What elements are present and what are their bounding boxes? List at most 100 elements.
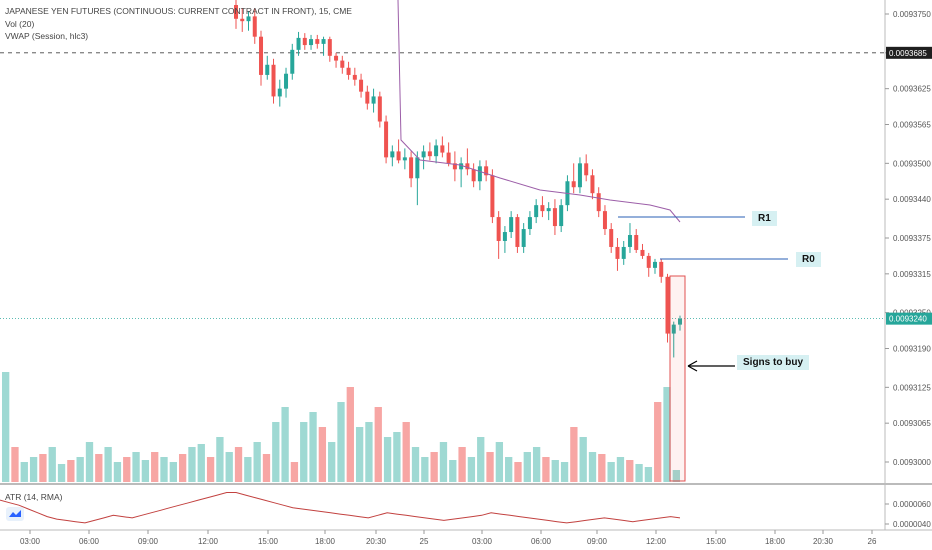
- candle-body: [459, 163, 464, 170]
- volume-bar: [579, 437, 587, 482]
- candle-body: [302, 37, 307, 46]
- candle-body: [502, 232, 507, 241]
- candle-body: [384, 121, 389, 158]
- volume-bar: [439, 442, 448, 482]
- price-tick-label: 0.0093190: [893, 345, 931, 354]
- r0-label[interactable]: R0: [796, 252, 821, 267]
- candle-body: [334, 55, 339, 61]
- price-tick-label: 0.0093750: [893, 10, 931, 19]
- volume-bar: [346, 387, 354, 482]
- volume-bar: [560, 462, 569, 482]
- candle-body: [446, 152, 451, 164]
- volume-bar: [383, 437, 392, 482]
- volume-bar: [514, 462, 522, 482]
- volume-bar: [532, 447, 541, 482]
- volume-bar: [626, 460, 634, 482]
- candle-body: [652, 261, 657, 268]
- candle-body: [590, 175, 595, 194]
- atr-legend[interactable]: ATR (14, RMA): [5, 492, 63, 502]
- candle-body: [277, 88, 282, 97]
- volume-bar: [57, 464, 66, 482]
- atr-tick-label: 0.0000060: [893, 500, 931, 509]
- candle-body: [477, 166, 482, 182]
- candle-body: [496, 217, 501, 241]
- tradingview-logo-icon[interactable]: [6, 507, 24, 521]
- candle-body: [421, 151, 426, 158]
- volume-bar: [113, 462, 122, 482]
- price-tick-label: 0.0093565: [893, 121, 931, 130]
- volume-bar: [178, 454, 187, 482]
- volume-bar: [160, 457, 168, 482]
- candle-body: [252, 16, 257, 37]
- volume-bar: [542, 457, 550, 482]
- time-tick-label: 20:30: [813, 537, 834, 546]
- vwap-legend[interactable]: VWAP (Session, hlc3): [5, 31, 89, 41]
- candle-body: [234, 5, 238, 19]
- volume-bar: [151, 452, 159, 482]
- candle-body: [540, 205, 545, 212]
- volume-bar: [477, 437, 485, 482]
- volume-bar: [430, 452, 438, 482]
- atr-line: [0, 492, 681, 524]
- volume-bar: [635, 464, 643, 482]
- volume-bar: [281, 407, 289, 482]
- volume-bar: [39, 454, 47, 482]
- candle-body: [621, 246, 626, 259]
- candle-body: [659, 261, 664, 277]
- volume-bar: [486, 452, 494, 482]
- volume-bar: [216, 437, 224, 482]
- volume-bar: [365, 422, 373, 482]
- atr-tick-label: 0.0000040: [893, 520, 931, 529]
- price-tick-label: 0.0093000: [893, 458, 931, 467]
- candle-body: [678, 318, 682, 325]
- candle-body: [665, 276, 670, 334]
- volume-bar: [29, 457, 38, 482]
- vol-legend[interactable]: Vol (20): [5, 19, 35, 29]
- volume-bar: [2, 372, 10, 482]
- volume-bar: [253, 442, 261, 482]
- candle-body: [440, 145, 445, 153]
- candle-body: [240, 18, 245, 22]
- time-tick-label: 06:00: [531, 537, 552, 546]
- candle-body: [471, 169, 476, 182]
- candle-body: [559, 205, 564, 227]
- volume-bar: [449, 460, 457, 482]
- volume-bar: [206, 457, 215, 482]
- price-tick-label: 0.0093315: [893, 270, 931, 279]
- candle-body: [271, 64, 276, 97]
- r1-label[interactable]: R1: [752, 211, 777, 226]
- volume-bar: [523, 452, 531, 482]
- time-tick-label: 20:30: [366, 537, 387, 546]
- candle-body: [346, 67, 351, 75]
- time-tick-label: 12:00: [646, 537, 667, 546]
- volume-bar: [355, 427, 364, 482]
- signs-to-buy-label[interactable]: Signs to buy: [737, 355, 809, 370]
- candle-body: [327, 39, 332, 56]
- candle-body: [602, 211, 607, 230]
- volume-bar: [85, 442, 94, 482]
- volume-bar: [104, 447, 112, 482]
- volume-bar: [570, 427, 578, 482]
- candle-body: [527, 217, 532, 230]
- volume-bar: [654, 402, 662, 482]
- candle-body: [371, 96, 376, 104]
- time-tick-label: 25: [420, 537, 429, 546]
- candle-body: [521, 229, 526, 247]
- volume-bar: [393, 432, 401, 482]
- volume-bar: [663, 387, 671, 482]
- price-tick-label: 0.0093625: [893, 85, 931, 94]
- candle-body: [315, 39, 320, 44]
- volume-bar: [411, 447, 420, 482]
- chart-legend-title[interactable]: JAPANESE YEN FUTURES (CONTINUOUS: CURREN…: [5, 6, 352, 16]
- time-tick-label: 09:00: [587, 537, 608, 546]
- candle-body: [396, 151, 401, 161]
- candle-body: [627, 235, 632, 247]
- volume-bar: [337, 402, 345, 482]
- volume-bar: [505, 457, 513, 482]
- candle-body: [615, 246, 620, 259]
- candle-body: [465, 163, 470, 170]
- price-tick-label: 0.0093125: [893, 383, 931, 392]
- candle-body: [509, 217, 514, 233]
